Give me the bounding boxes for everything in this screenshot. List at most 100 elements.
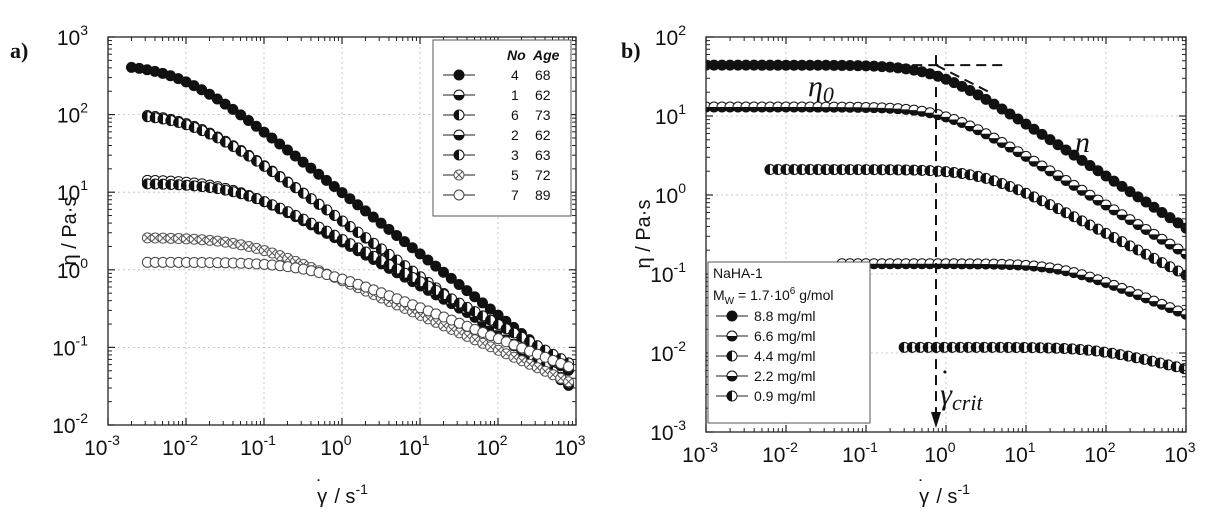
data-point [916, 258, 928, 270]
data-point [1156, 233, 1168, 245]
data-point [1162, 359, 1174, 371]
data-point [916, 105, 928, 117]
panel-b-xlabel: γ˙ / s-1 [918, 477, 970, 508]
data-point [290, 182, 302, 194]
legend-entry: 0.9 mg/ml [716, 388, 815, 404]
legend-entry: 5 72 [443, 167, 551, 183]
data-point [1100, 170, 1112, 182]
data-point [398, 236, 410, 248]
data-point [212, 183, 224, 195]
data-point [1044, 165, 1056, 177]
data-point [980, 128, 992, 140]
data-point [1180, 248, 1186, 260]
svg-text:γ˙ / s-1: γ˙ / s-1 [316, 477, 368, 508]
legend-entry: 3 63 [443, 147, 551, 163]
data-point [924, 165, 936, 177]
x-tick-label: 10-3 [84, 432, 120, 460]
data-point [948, 258, 960, 270]
data-point [1020, 150, 1032, 162]
data-point [884, 258, 896, 270]
data-point [203, 88, 215, 100]
legend-label-no: 2 [511, 127, 519, 143]
data-point [235, 109, 247, 121]
legend-marker [453, 149, 465, 161]
data-point [266, 132, 278, 144]
data-point [321, 225, 333, 237]
data-point [1172, 305, 1184, 317]
data-point [1012, 113, 1024, 125]
data-point [1004, 180, 1016, 192]
data-point [445, 272, 457, 284]
data-point [1042, 342, 1054, 354]
data-point [988, 132, 1000, 144]
data-point [884, 102, 896, 114]
data-point [329, 229, 341, 241]
data-point [1154, 357, 1166, 369]
data-point [289, 150, 301, 162]
data-point [360, 232, 372, 244]
data-point [328, 180, 340, 192]
series-4 [125, 61, 574, 376]
legend-entry: 1 62 [443, 87, 551, 103]
data-point [336, 215, 348, 227]
data-point [344, 193, 356, 205]
legend-label-age: 68 [535, 67, 551, 83]
data-point [1132, 219, 1144, 231]
data-point [898, 341, 910, 353]
critical-rate-arrowhead [931, 412, 942, 428]
data-point [828, 164, 840, 176]
data-point [964, 258, 976, 270]
data-point [1068, 149, 1080, 161]
data-point [844, 164, 856, 176]
data-point [1124, 186, 1136, 198]
data-point [1140, 292, 1152, 304]
series-7 [141, 256, 575, 373]
legend-entry: 6.6 mg/ml [716, 328, 815, 344]
data-point [383, 223, 395, 235]
data-point [516, 331, 528, 343]
data-point [320, 174, 332, 186]
legend-title: NaHA-1 [713, 265, 763, 281]
data-point [996, 177, 1008, 189]
data-point [732, 101, 744, 113]
x-tick-label: 101 [398, 432, 429, 460]
legend-label-no: 4 [511, 67, 519, 83]
data-point [368, 237, 380, 249]
data-point [876, 164, 888, 176]
data-point [1138, 353, 1150, 365]
legend-subtitle: MW = 1.7·106 g/mol [713, 286, 833, 307]
legend-label-no: 6 [511, 107, 519, 123]
data-point [281, 144, 293, 156]
data-point [250, 120, 262, 132]
data-point [964, 169, 976, 181]
data-point [485, 314, 497, 326]
data-point [313, 198, 325, 210]
data-point [1116, 209, 1128, 221]
data-point [962, 341, 974, 353]
x-tick-label: 102 [476, 432, 507, 460]
data-point [235, 145, 247, 157]
data-point [414, 248, 426, 260]
y-tick-label: 102 [57, 100, 88, 128]
data-point [812, 164, 824, 176]
legend-marker [453, 89, 465, 101]
data-point [1036, 128, 1048, 140]
legend-marker [453, 129, 465, 141]
data-point [1140, 196, 1152, 208]
panel-a-data [125, 61, 575, 391]
data-point [1076, 269, 1088, 281]
data-point [344, 238, 356, 250]
data-point [212, 132, 224, 144]
data-point [360, 246, 372, 258]
data-point [375, 217, 387, 229]
data-point [1076, 154, 1088, 166]
data-point [1052, 139, 1064, 151]
data-point [940, 258, 952, 270]
y-tick-label: 102 [655, 22, 686, 50]
data-point [1164, 261, 1176, 273]
data-point [1092, 194, 1104, 206]
legend-header-age: Age [532, 47, 560, 63]
legend-marker [726, 390, 738, 402]
y-tick-label: 100 [655, 180, 686, 208]
